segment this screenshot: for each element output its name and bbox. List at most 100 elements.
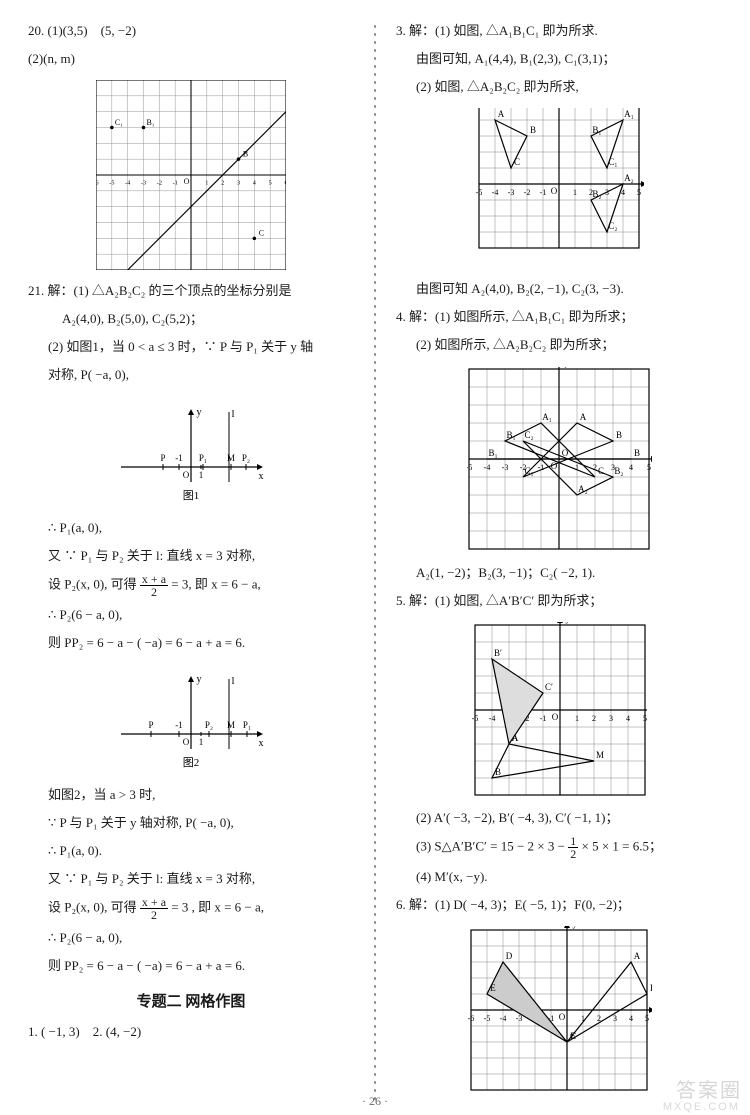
left-column: 20. (1)(3,5) (5, −2) (2)(n, m) xyO-6-5-4… <box>28 20 354 1105</box>
svg-text:-3: -3 <box>515 1014 522 1023</box>
svg-text:M: M <box>227 453 235 463</box>
q21-line1: 21. 解：(1) △A₂B₂C₂ 的三个顶点的坐标分别是 <box>28 280 354 302</box>
q21-line14: 设 P₂(x, 0), 可得 x + a2 = 3 , 即 x = 6 − a, <box>28 896 354 921</box>
q21-line3: (2) 如图1，当 0 < a ≤ 3 时，∵ P 与 P₁ 关于 y 轴 <box>28 336 354 358</box>
svg-text:B₁: B₁ <box>147 118 155 127</box>
svg-text:A: A <box>633 951 640 961</box>
svg-text:F: F <box>570 1031 575 1041</box>
svg-text:P: P <box>148 720 153 730</box>
svg-text:C₁: C₁ <box>608 157 617 167</box>
svg-text:5: 5 <box>269 181 272 187</box>
svg-text:-5: -5 <box>472 714 478 723</box>
page: 20. (1)(3,5) (5, −2) (2)(n, m) xyO-6-5-4… <box>0 0 750 1115</box>
q21-7-pre: 设 P₂(x, 0), 可得 <box>48 576 140 591</box>
q4-line1: 4. 解：(1) 如图所示, △A₁B₁C₁ 即为所求； <box>396 306 722 328</box>
svg-text:5: 5 <box>645 1014 649 1023</box>
figure-4-wrap: xyO-5-4-3-2-112345ABCA₁B₁C₁A₂B₂C₂ <box>396 108 722 268</box>
watermark: 答案圈 <box>676 1074 742 1103</box>
fraction-icon: x + a2 <box>140 573 168 598</box>
answers-1-2: 1. ( −1, 3) 2. (4, −2) <box>28 1021 354 1043</box>
svg-text:E: E <box>490 983 496 993</box>
svg-text:-1: -1 <box>175 453 183 463</box>
q21-line10: 如图2，当 a > 3 时, <box>28 784 354 806</box>
svg-text:A₂: A₂ <box>624 173 634 183</box>
svg-text:5: 5 <box>647 463 651 472</box>
q5-line3: (3) S△A′B′C′ = 15 − 2 × 3 − 12 × 5 × 1 =… <box>396 835 722 860</box>
svg-text:2: 2 <box>592 714 596 723</box>
q21-line13: 又 ∵ P₁ 与 P₂ 关于 l: 直线 x = 3 对称, <box>28 868 354 890</box>
svg-text:A: A <box>579 412 586 422</box>
svg-text:-5: -5 <box>109 181 114 187</box>
svg-text:5: 5 <box>637 188 641 197</box>
svg-text:B: B <box>243 150 248 159</box>
q21-7-post: = 3, 即 x = 6 − a, <box>171 576 261 591</box>
q4-line3: A₂(1, −2)；B₂(3, −1)；C₂( −2, 1). <box>396 562 722 584</box>
svg-text:M: M <box>595 750 603 760</box>
svg-text:4: 4 <box>626 714 630 723</box>
figure-7: xyO-6-5-4-3-2-112345ABCDEF <box>467 926 652 1096</box>
q5-line1: 5. 解：(1) 如图, △A′B′C′ 即为所求； <box>396 590 722 612</box>
q21-14-pre: 设 P₂(x, 0), 可得 <box>48 900 140 915</box>
svg-text:P₂: P₂ <box>205 720 213 730</box>
svg-text:-3: -3 <box>501 463 508 472</box>
figure-5-wrap: xyO-5-4-3-2-112345A₁B₁CABC₁A₂B₂C₂B₁OB <box>396 367 722 552</box>
page-number: · 26 · <box>0 1094 750 1109</box>
figure-2: lxyO1P-1P₁MP₂图1 <box>111 397 271 507</box>
svg-text:C: C <box>514 157 520 167</box>
figure-5: xyO-5-4-3-2-112345A₁B₁CABC₁A₂B₂C₂B₁OB <box>467 367 652 552</box>
fraction-icon: 12 <box>568 835 578 860</box>
svg-text:y: y <box>572 926 577 929</box>
q21-line5: ∴ P₁(a, 0), <box>28 517 354 539</box>
svg-text:C′: C′ <box>545 682 553 692</box>
svg-text:O: O <box>551 186 558 196</box>
q21-line8: ∴ P₂(6 − a, 0), <box>28 604 354 626</box>
figure-7-wrap: xyO-6-5-4-3-2-112345ABCDEF <box>396 926 722 1096</box>
svg-text:P₁: P₁ <box>199 453 207 463</box>
svg-text:1: 1 <box>575 714 579 723</box>
svg-text:-2: -2 <box>524 188 531 197</box>
q21-line4: 对称, P( −a, 0), <box>28 364 354 386</box>
svg-text:B₁: B₁ <box>592 125 601 135</box>
svg-text:B₂: B₂ <box>614 466 623 476</box>
svg-text:-5: -5 <box>476 188 483 197</box>
figure-6-wrap: xyO-5-4-3-2-112345AB′C′ABM <box>396 622 722 797</box>
svg-text:y: y <box>197 674 202 685</box>
svg-text:-6: -6 <box>96 181 99 187</box>
q5-line2: (2) A′( −3, −2), B′( −4, 3), C′( −1, 1)； <box>396 807 722 829</box>
svg-text:图1: 图1 <box>183 489 200 502</box>
q6-line1: 6. 解：(1) D( −4, 3)；E( −5, 1)；F(0, −2)； <box>396 894 722 916</box>
figure-3: lxyO1P-1P₂MP₁图2 <box>106 664 276 774</box>
figure-1: xyO-6-5-4-3-2-1123456C₁B₁BC <box>96 80 286 270</box>
svg-text:1: 1 <box>573 188 577 197</box>
svg-text:C₂: C₂ <box>608 221 617 231</box>
svg-text:B: B <box>649 983 651 993</box>
svg-text:1: 1 <box>199 737 204 747</box>
q3-line4: 由图可知 A₂(4,0), B₂(2, −1), C₂(3, −3). <box>396 278 722 300</box>
figure-1-wrap: xyO-6-5-4-3-2-1123456C₁B₁BC <box>28 80 354 270</box>
svg-text:l: l <box>231 675 234 687</box>
watermark-url: MXQE.COM <box>663 1101 740 1113</box>
section-title: 专题二 网格作图 <box>28 990 354 1011</box>
q21-line2: A₂(4,0), B₂(5,0), C₂(5,2)； <box>28 308 354 330</box>
svg-text:-1: -1 <box>539 714 546 723</box>
svg-text:O: O <box>558 1012 565 1022</box>
svg-text:3: 3 <box>237 181 240 187</box>
svg-text:-3: -3 <box>508 188 515 197</box>
q3-line1: 3. 解：(1) 如图, △A₁B₁C₁ 即为所求. <box>396 20 722 42</box>
svg-text:O: O <box>561 448 568 458</box>
svg-text:B: B <box>633 448 639 458</box>
figure-2-wrap: lxyO1P-1P₁MP₂图1 <box>28 397 354 507</box>
svg-text:O: O <box>183 737 190 747</box>
svg-text:-1: -1 <box>173 181 178 187</box>
svg-text:-4: -4 <box>125 181 130 187</box>
svg-text:y: y <box>197 407 202 418</box>
q21-line6: 又 ∵ P₁ 与 P₂ 关于 l: 直线 x = 3 对称, <box>28 545 354 567</box>
svg-text:B₁: B₁ <box>488 448 497 458</box>
q3-line2: 由图可知, A₁(4,4), B₁(2,3), C₁(3,1)； <box>396 48 722 70</box>
svg-text:3: 3 <box>609 714 613 723</box>
q21-line16: 则 PP₂ = 6 − a − ( −a) = 6 − a + a = 6. <box>28 955 354 977</box>
svg-text:x: x <box>259 738 264 749</box>
svg-text:B₁: B₁ <box>506 430 515 440</box>
svg-text:-4: -4 <box>492 188 499 197</box>
q21-line12: ∴ P₁(a, 0). <box>28 840 354 862</box>
